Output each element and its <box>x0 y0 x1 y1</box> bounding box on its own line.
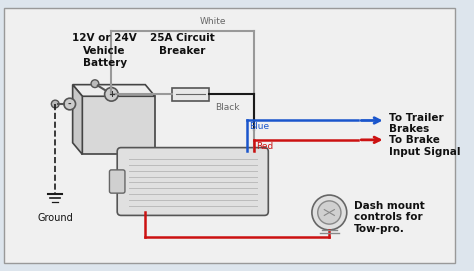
FancyBboxPatch shape <box>109 170 125 193</box>
Text: Dash mount
controls for
Tow-pro.: Dash mount controls for Tow-pro. <box>354 201 424 234</box>
Text: -: - <box>68 100 72 109</box>
Text: Blue: Blue <box>249 122 269 131</box>
Circle shape <box>312 195 347 230</box>
Text: Black: Black <box>215 103 239 112</box>
Text: Red: Red <box>255 142 273 151</box>
Text: White: White <box>200 17 227 25</box>
Polygon shape <box>73 85 82 154</box>
Bar <box>82 96 155 154</box>
Text: To Trailer
Brakes: To Trailer Brakes <box>389 113 444 134</box>
Text: Ground: Ground <box>37 212 73 222</box>
Text: +: + <box>108 90 115 99</box>
Circle shape <box>51 100 59 108</box>
Text: 25A Circuit
Breaker: 25A Circuit Breaker <box>150 33 214 56</box>
Bar <box>173 88 209 101</box>
Circle shape <box>105 88 118 101</box>
Text: To Brake
Input Signal: To Brake Input Signal <box>389 135 461 157</box>
Circle shape <box>318 201 341 224</box>
FancyBboxPatch shape <box>117 148 268 215</box>
Polygon shape <box>73 85 155 96</box>
Text: 12V or 24V
Vehicle
Battery: 12V or 24V Vehicle Battery <box>72 33 137 68</box>
Circle shape <box>64 98 75 110</box>
Circle shape <box>91 80 99 88</box>
